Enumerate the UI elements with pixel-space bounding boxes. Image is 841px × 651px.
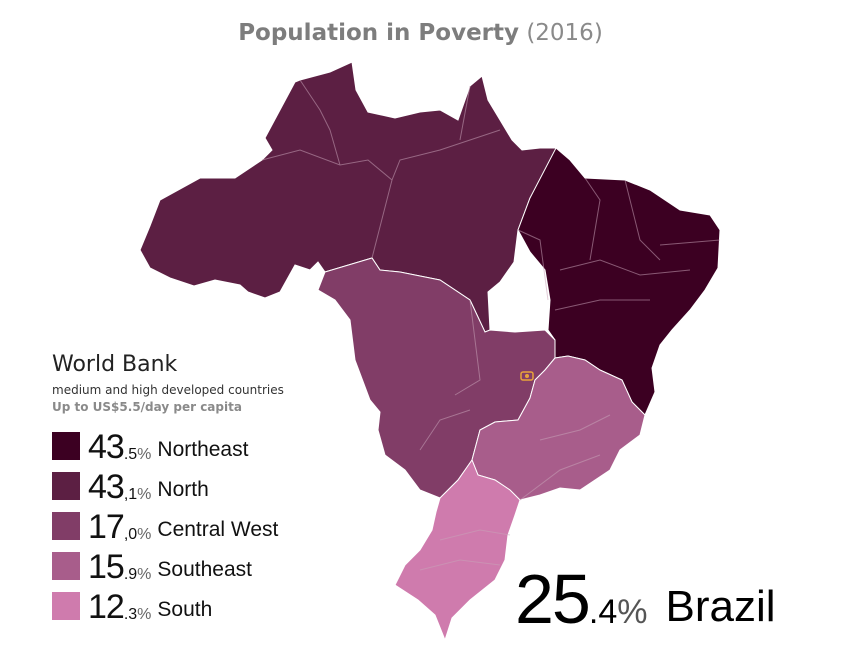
legend-subtitle: medium and high developed countries [52,383,284,397]
legend-region-name: Northeast [157,438,249,461]
capital-marker [520,371,534,381]
legend-value-dec: .3 [123,606,138,623]
legend-value-dec: ,1 [123,486,138,503]
legend-value-dec: ,0 [123,526,138,543]
legend-value-sign: % [137,486,152,503]
legend-swatch [52,552,80,580]
legend-value-dec: .5 [123,446,138,463]
legend-item-central-west: 17,0% Central West [52,504,284,544]
map-title: Population in Poverty (2016) [0,20,841,46]
region-south [394,458,521,642]
legend-rows: 43.5% Northeast 43,1% North 17,0% Centra… [52,424,284,624]
total-value-sign: % [617,593,648,631]
brazil-total: 25.4% Brazil [515,560,776,638]
legend-threshold: Up to US$5.5/day per capita [52,400,242,414]
legend-item-north: 43,1% North [52,464,284,504]
legend-region-name: South [157,598,213,621]
region-southeast [471,355,646,501]
legend-swatch [52,432,80,460]
legend-value-dec: .9 [123,566,138,583]
legend-swatch [52,592,80,620]
legend-value-sign: % [137,526,152,543]
total-value-dec: .4 [588,593,618,631]
legend-region-name: Central West [157,518,279,541]
legend-value-int: 17 [88,508,125,546]
legend-item-southeast: 15.9% Southeast [52,544,284,584]
capital-dot [525,374,529,378]
legend-swatch [52,512,80,540]
total-value-int: 25 [515,560,591,638]
legend-value-sign: % [137,606,152,623]
legend-region-name: North [157,478,209,501]
title-main: Population in Poverty [238,20,519,46]
legend-value-sign: % [137,566,152,583]
legend-region-name: Southeast [157,558,252,581]
state-borders [261,79,721,571]
legend-value-sign: % [137,446,152,463]
legend-title: World Bank [52,352,178,377]
legend-value-int: 43 [88,468,125,506]
title-year: (2016) [526,20,603,46]
legend: World Bank medium and high developed cou… [52,352,284,624]
region-northeast [517,147,721,416]
legend-item-northeast: 43.5% Northeast [52,424,284,464]
legend-value-int: 15 [88,548,125,586]
total-label: Brazil [665,582,776,631]
legend-value-int: 43 [88,428,125,466]
legend-value-int: 12 [88,588,125,626]
legend-swatch [52,472,80,500]
legend-item-south: 12.3% South [52,584,284,624]
